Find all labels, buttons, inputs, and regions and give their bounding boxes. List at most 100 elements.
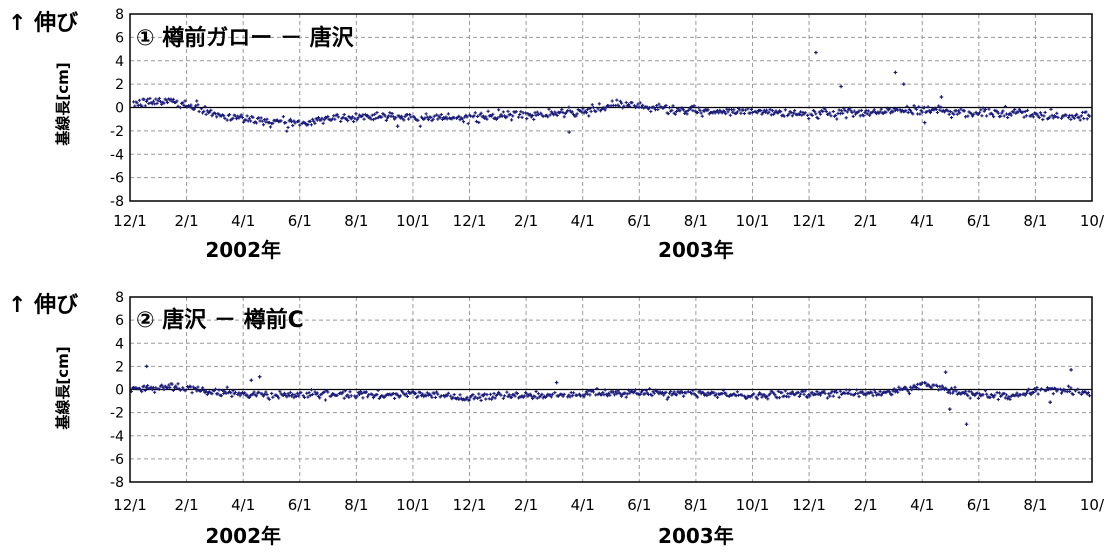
data-point: [335, 393, 339, 397]
data-point: [587, 114, 591, 118]
data-point: [567, 393, 571, 397]
data-point: [435, 113, 439, 117]
data-point: [667, 391, 672, 395]
data-point: [497, 390, 501, 395]
data-point: [772, 391, 776, 395]
data-point: [555, 113, 559, 118]
data-point: [222, 114, 226, 118]
data-point: [518, 112, 522, 117]
data-point: [865, 112, 869, 116]
x-tick-labels: 12/1 2/1 4/1 6/1 8/1 10/1 12/1 2/1 4/1 6/1 8/1 10/1…: [113, 496, 1105, 514]
data-point: [905, 104, 909, 108]
data-point: [147, 101, 151, 106]
x-tick-label: 6/1: [288, 496, 312, 514]
data-point: [291, 392, 295, 396]
data-point: [385, 116, 390, 120]
data-point: [580, 110, 584, 114]
data-point: [1079, 114, 1083, 118]
y-tick-label: -2: [110, 406, 124, 422]
data-point: [424, 112, 428, 116]
data-point: [483, 392, 487, 396]
data-point: [807, 116, 811, 121]
data-point: [985, 392, 989, 396]
data-point: [181, 101, 185, 105]
data-point: [267, 397, 271, 401]
data-point: [205, 109, 209, 113]
data-point: [208, 110, 212, 114]
data-point: [223, 389, 227, 394]
data-point: [574, 114, 578, 118]
data-point: [423, 116, 427, 120]
data-point: [446, 112, 450, 116]
data-point: [706, 108, 710, 112]
data-point: [639, 105, 644, 109]
data-point: [817, 391, 821, 395]
data-point: [845, 110, 849, 114]
data-point: [388, 111, 392, 115]
data-point: [926, 105, 930, 109]
data-point: [894, 388, 899, 392]
data-point: [486, 109, 490, 113]
data-point: [721, 388, 725, 392]
data-point: [160, 102, 164, 106]
data-point: [153, 390, 157, 394]
data-point: [990, 112, 995, 116]
data-point: [536, 112, 541, 117]
data-point: [575, 393, 579, 397]
data-point: [937, 388, 941, 392]
data-point: [493, 396, 497, 400]
data-point: [507, 393, 511, 397]
data-point: [347, 395, 351, 399]
data-point: [633, 388, 638, 392]
data-point: [603, 108, 607, 112]
data-point: [615, 98, 619, 102]
data-point: [796, 390, 800, 395]
data-point: [196, 103, 200, 107]
data-point: [1063, 389, 1067, 393]
data-point: [616, 389, 620, 393]
data-point: [553, 391, 557, 395]
data-point: [581, 393, 585, 397]
data-point: [649, 109, 653, 114]
data-point: [528, 112, 532, 117]
data-point: [348, 390, 352, 394]
data-point: [375, 392, 379, 397]
data-point: [515, 391, 519, 396]
data-point: [669, 389, 673, 393]
data-point: [1077, 390, 1081, 395]
data-point: [666, 395, 670, 399]
data-point: [800, 113, 804, 117]
data-point: [146, 97, 150, 101]
data-point: [176, 382, 180, 386]
data-point: [834, 113, 838, 118]
data-point: [308, 119, 312, 124]
data-point: [590, 103, 594, 107]
data-point: [973, 393, 977, 398]
data-point: [966, 394, 970, 398]
data-point: [766, 397, 770, 401]
data-point: [1045, 386, 1050, 390]
data-point: [972, 112, 976, 116]
data-point: [264, 390, 268, 394]
data-point: [288, 390, 292, 394]
data-point: [1058, 387, 1062, 391]
data-point: [643, 392, 647, 396]
data-point: [638, 392, 642, 396]
data-point: [366, 395, 370, 399]
data-point: [418, 391, 422, 395]
data-point: [949, 115, 954, 120]
data-point: [485, 117, 489, 121]
data-point: [367, 393, 371, 397]
data-point: [1055, 389, 1059, 393]
data-point: [204, 112, 208, 116]
x-tick-label: 12/1: [113, 212, 147, 230]
data-point: [353, 116, 357, 120]
data-point: [810, 113, 814, 118]
data-point: [787, 395, 791, 399]
data-point: [478, 395, 482, 399]
data-point: [329, 394, 333, 398]
data-point: [585, 108, 590, 112]
data-point: [584, 111, 589, 115]
data-point: [371, 395, 376, 400]
data-point: [426, 117, 431, 122]
